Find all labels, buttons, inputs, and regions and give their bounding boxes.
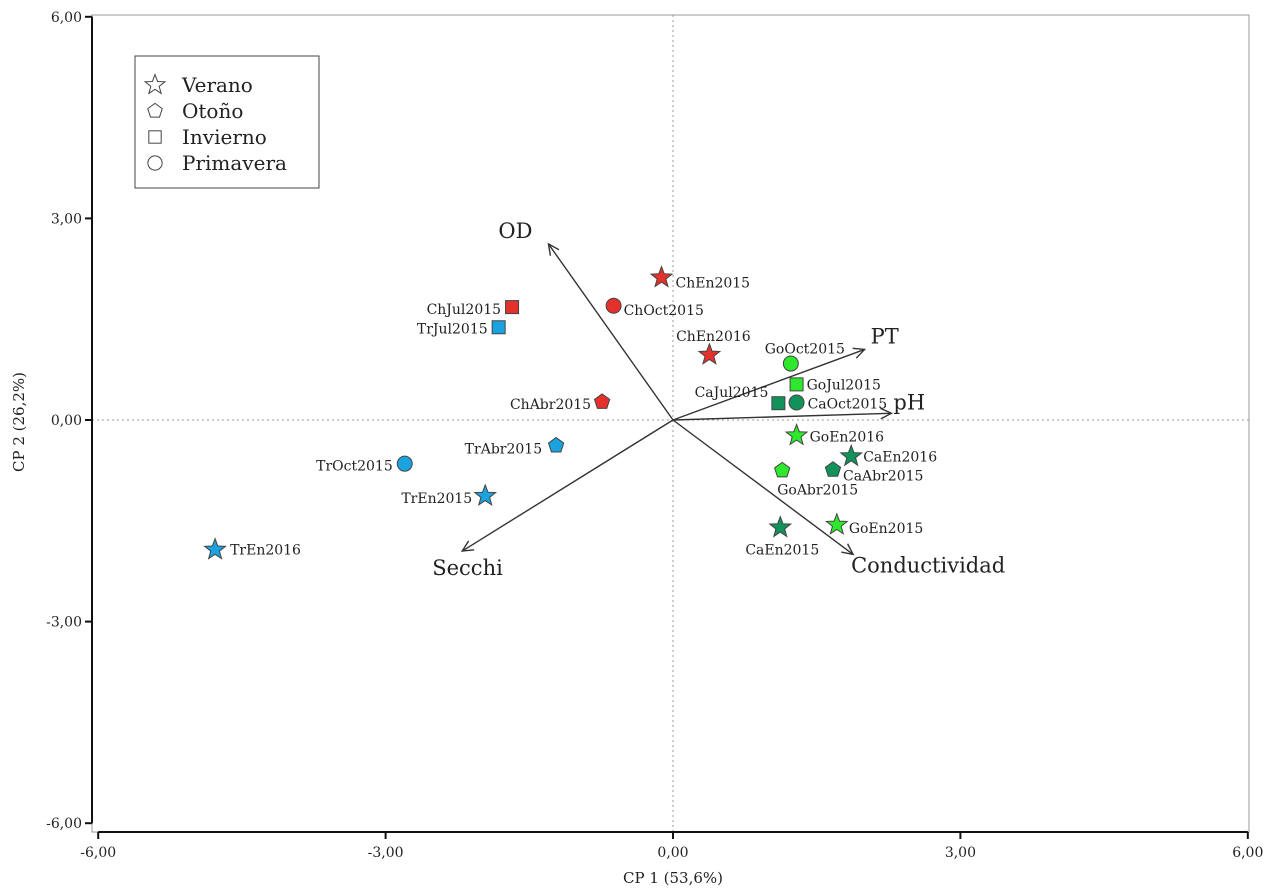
- point-label: CaEn2016: [863, 449, 937, 465]
- point-goen2016: [784, 423, 809, 446]
- legend-box: [134, 55, 320, 189]
- vector-pt: [672, 348, 865, 421]
- point-label: ChAbr2015: [510, 397, 591, 413]
- vector-label: Conductividad: [851, 553, 1005, 577]
- legend-marker-star: [143, 73, 167, 95]
- point-chabr2015: [593, 393, 611, 409]
- point-label: TrAbr2015: [465, 442, 542, 458]
- y-tick-label: -3,00: [46, 615, 82, 631]
- point-label: ChJul2015: [427, 302, 501, 318]
- vector-arrowhead: [547, 242, 560, 256]
- point-label: TrEn2016: [230, 543, 301, 559]
- vector-label: Secchi: [432, 556, 503, 580]
- x-tick-label: 3,00: [945, 845, 976, 861]
- data-points: [203, 265, 864, 560]
- point-caabr2015: [824, 461, 842, 477]
- axes: -6,00 -3,00 0,00 3,00 6,00 -6,00 -3,00 0,00 3,00…: [46, 10, 1263, 861]
- point-trjul2015: [491, 320, 506, 335]
- vector-arrowhead: [841, 543, 855, 556]
- point-cajul2015: [771, 396, 786, 411]
- point-label: GoOct2015: [765, 342, 845, 358]
- point-choct2015: [605, 297, 622, 314]
- vector-label: pH: [893, 390, 925, 414]
- point-label: CaEn2015: [745, 543, 819, 559]
- y-tick-label: -6,00: [46, 816, 82, 832]
- point-gooct2015: [782, 355, 799, 372]
- loading-vectors: OD PT pH Secchi Conductividad: [432, 219, 1005, 580]
- legend-label: Otoño: [182, 99, 243, 123]
- point-chen2015: [649, 265, 674, 288]
- vector-conductividad: [672, 419, 854, 555]
- point-tren2015: [473, 483, 498, 507]
- point-caoct2015: [788, 394, 805, 411]
- point-label: GoAbr2015: [777, 482, 858, 498]
- x-tick-label: -6,00: [80, 845, 116, 861]
- legend-label: Invierno: [182, 125, 267, 149]
- vector-secchi: [461, 419, 674, 552]
- point-label: CaOct2015: [808, 397, 888, 413]
- point-goabr2015: [774, 461, 791, 478]
- point-caen2016: [839, 443, 864, 467]
- point-labels: ChEn2015 ChOct2015 ChJul2015 ChEn2016 ChAbr2…: [230, 276, 937, 559]
- x-axis-title: CP 1 (53,6%): [623, 869, 723, 887]
- legend-label: Primavera: [182, 151, 287, 175]
- point-trabr2015: [547, 436, 565, 453]
- point-label: GoJul2015: [807, 377, 881, 393]
- point-caen2015: [768, 515, 793, 538]
- point-tren2016: [203, 537, 227, 560]
- vector-arrowhead: [460, 540, 475, 552]
- point-troct2015: [396, 455, 413, 472]
- vector-arrowhead: [852, 347, 867, 359]
- x-tick-label: 6,00: [1232, 845, 1263, 861]
- x-tick-label: 0,00: [657, 845, 688, 861]
- vector-od: [547, 243, 674, 421]
- point-gojul2015: [789, 377, 804, 392]
- point-label: ChEn2016: [676, 329, 751, 345]
- point-label: ChEn2015: [676, 276, 751, 292]
- point-label: TrJul2015: [417, 321, 488, 337]
- point-label: GoEn2015: [849, 521, 923, 537]
- point-label: CaAbr2015: [843, 469, 923, 485]
- legend-marker-circle: [147, 155, 163, 171]
- y-tick-label: 6,00: [51, 10, 82, 26]
- y-axis-title: CP 2 (26,2%): [10, 372, 28, 472]
- point-label: TrEn2015: [401, 491, 472, 507]
- vector-label: PT: [871, 324, 899, 348]
- point-chjul2015: [505, 300, 520, 315]
- y-tick-label: 0,00: [51, 413, 82, 429]
- point-label: TrOct2015: [316, 459, 393, 475]
- vector-ph: [672, 412, 892, 421]
- point-label: ChOct2015: [624, 303, 704, 319]
- point-chen2016: [697, 342, 722, 365]
- legend-marker-square: [148, 130, 162, 144]
- point-label: CaJul2015: [695, 385, 769, 401]
- vector-arrowhead: [880, 407, 894, 420]
- point-goen2015: [824, 512, 849, 535]
- x-tick-label: -3,00: [368, 845, 404, 861]
- vector-label: OD: [498, 219, 532, 243]
- legend-label: Verano: [181, 73, 253, 97]
- point-label: GoEn2016: [810, 429, 885, 445]
- y-tick-label: 3,00: [51, 211, 82, 227]
- legend-marker-pentagon: [147, 102, 163, 118]
- reference-lines: [92, 15, 1249, 832]
